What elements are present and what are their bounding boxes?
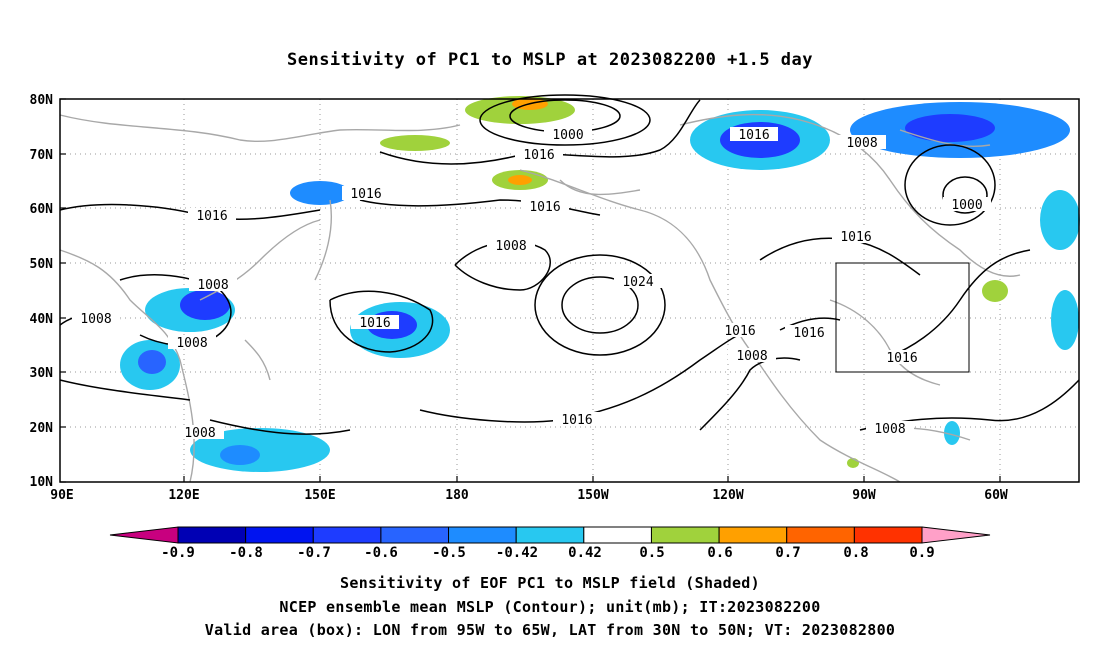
colorbar-segment — [786, 526, 855, 544]
lat-label: 10N — [30, 475, 54, 490]
colorbar-segment — [448, 526, 517, 544]
shade-pos-gulf — [847, 458, 859, 468]
shade-neg-east-asia-core — [180, 290, 230, 320]
colorbar-segment — [583, 526, 652, 544]
shade-pos-siberia — [380, 135, 450, 151]
shade-neg-caribbean — [944, 421, 960, 445]
lon-label: 120E — [168, 488, 199, 503]
shade-neg-atlantic — [1051, 290, 1079, 350]
lat-label: 50N — [30, 257, 54, 272]
colorbar-label: 0.8 — [843, 545, 868, 561]
contour-label: 1016 — [738, 128, 769, 143]
tick-marks — [60, 98, 1001, 483]
contour-label: 1000 — [951, 198, 982, 213]
colorbar-labels: -0.9 -0.8 -0.7 -0.6 -0.5 -0.42 0.42 0.5 … — [161, 545, 935, 561]
contour-label: 1008 — [874, 422, 905, 437]
colorbar-label: 0.5 — [639, 545, 664, 561]
contour-label: 1016 — [350, 187, 381, 202]
colorbar-segment — [718, 526, 788, 544]
contour-label: 1008 — [80, 312, 111, 327]
colorbar-label: -0.7 — [297, 545, 331, 561]
shade-pos-nova-scotia — [982, 280, 1008, 302]
colorbar-label: -0.6 — [364, 545, 398, 561]
colorbar: -0.9 -0.8 -0.7 -0.6 -0.5 -0.42 0.42 0.5 … — [109, 526, 991, 561]
contour-label: 1008 — [495, 239, 526, 254]
colorbar-label: -0.5 — [432, 545, 466, 561]
lon-label: 120W — [712, 488, 743, 503]
lat-label: 20N — [30, 421, 54, 436]
plot-title: Sensitivity of PC1 to MSLP at 2023082200… — [286, 50, 813, 70]
contour-label: 1016 — [561, 413, 592, 428]
lat-label: 70N — [30, 148, 54, 163]
colorbar-label: -0.8 — [229, 545, 263, 561]
contour-label: 1016 — [724, 324, 755, 339]
colorbar-segment — [245, 526, 314, 544]
lon-labels: 90E 120E 150E 180 150W 120W 90W 60W — [50, 488, 1008, 503]
plot-frame — [59, 98, 1080, 483]
shade-neg-greenland-core — [905, 114, 995, 142]
colorbar-label: 0.7 — [775, 545, 800, 561]
colorbar-label: 0.6 — [707, 545, 732, 561]
lon-label: 150W — [577, 488, 608, 503]
contour-label: 1016 — [529, 200, 560, 215]
contour-label: 1016 — [196, 209, 227, 224]
contour-label: 1008 — [846, 136, 877, 151]
colorbar-label: 0.9 — [909, 545, 934, 561]
contour-label: 1016 — [840, 230, 871, 245]
colorbar-segment — [853, 526, 923, 544]
shade-pos-alaska-sw-core — [508, 175, 532, 185]
lat-label: 30N — [30, 366, 54, 381]
lat-label: 60N — [30, 202, 54, 217]
caption-line-3: Valid area (box): LON from 95W to 65W, L… — [204, 621, 896, 639]
colorbar-label: -0.42 — [496, 545, 538, 561]
shade-neg-east-asia-south-core — [138, 350, 166, 374]
contour-label: 1016 — [793, 326, 824, 341]
colorbar-segment — [650, 526, 720, 544]
lat-labels: 80N 70N 60N 50N 40N 30N 20N 10N — [30, 93, 54, 490]
colorbar-low-end — [109, 526, 179, 544]
mslp-contours — [59, 94, 1080, 435]
colorbar-high-end — [921, 526, 991, 544]
contour-label: 1008 — [736, 349, 767, 364]
contour-labels: 1000 1016 1016 1016 1016 1016 1008 1000 … — [72, 127, 991, 441]
caption-line-1: Sensitivity of EOF PC1 to MSLP field (Sh… — [340, 574, 760, 592]
lon-label: 60W — [984, 488, 1008, 503]
contour-label: 1008 — [197, 278, 228, 293]
contour-label: 1016 — [523, 148, 554, 163]
contour-label: 1016 — [359, 316, 390, 331]
colorbar-segment — [515, 526, 585, 544]
lon-label: 180 — [445, 488, 469, 503]
colorbar-label: -0.9 — [161, 545, 195, 561]
lon-label: 90W — [852, 488, 876, 503]
colorbar-segments — [177, 526, 923, 544]
colorbar-segment — [312, 526, 382, 544]
lon-label: 150E — [304, 488, 335, 503]
lon-label: 90E — [50, 488, 73, 503]
contour-label: 1024 — [622, 275, 653, 290]
sensitivity-shading — [120, 96, 1080, 472]
contour-label: 1008 — [176, 336, 207, 351]
contour-label: 1000 — [552, 128, 583, 143]
colorbar-segment — [380, 526, 450, 544]
valid-area-box — [835, 262, 970, 373]
colorbar-label: 0.42 — [568, 545, 602, 561]
contour-label: 1008 — [184, 426, 215, 441]
shade-neg-labrador — [1040, 190, 1080, 250]
caption-line-2: NCEP ensemble mean MSLP (Contour); unit(… — [279, 598, 821, 616]
contour-label: 1016 — [886, 351, 917, 366]
shade-neg-kamchatka — [290, 181, 350, 205]
lat-label: 80N — [30, 93, 54, 108]
shade-neg-scs-core — [220, 445, 260, 465]
colorbar-segment — [177, 526, 247, 544]
lat-label: 40N — [30, 312, 54, 327]
